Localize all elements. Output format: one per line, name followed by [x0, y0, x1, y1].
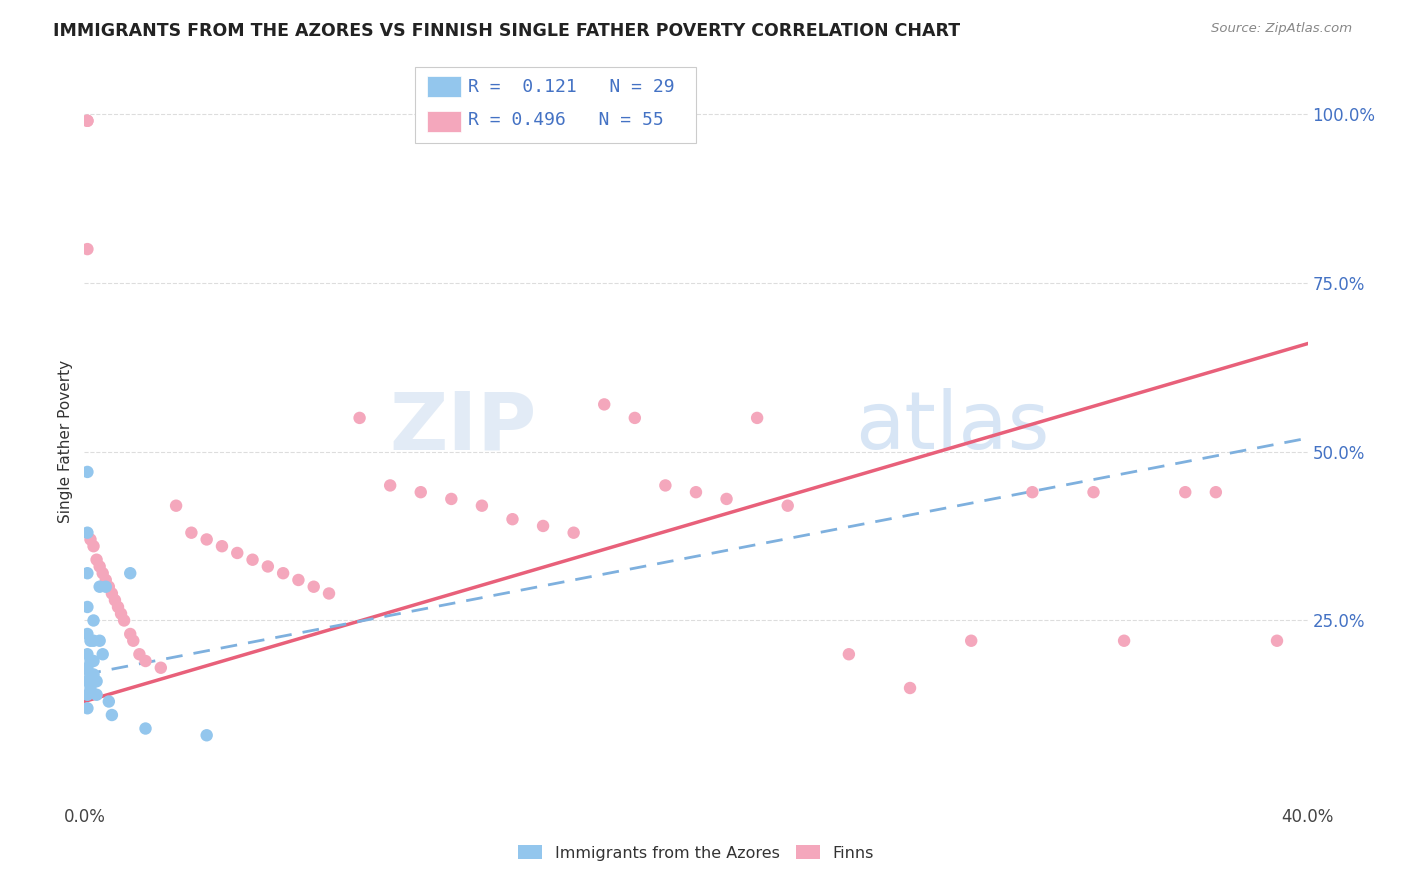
- Point: [287, 573, 309, 587]
- Point: [76, 242, 98, 256]
- Point: [76, 701, 98, 715]
- Point: [302, 580, 325, 594]
- Point: [86, 552, 108, 566]
- Point: [471, 499, 494, 513]
- Point: [1205, 485, 1227, 500]
- Point: [624, 411, 647, 425]
- Point: [94, 580, 117, 594]
- Point: [83, 654, 105, 668]
- Point: [76, 647, 98, 661]
- Point: [502, 512, 524, 526]
- Point: [79, 681, 101, 695]
- Point: [1083, 485, 1105, 500]
- Point: [83, 539, 105, 553]
- Point: [1265, 633, 1288, 648]
- Point: [135, 722, 157, 736]
- Point: [149, 661, 172, 675]
- Point: [120, 566, 142, 581]
- Point: [180, 525, 202, 540]
- Point: [1174, 485, 1197, 500]
- Point: [101, 586, 124, 600]
- Point: [104, 593, 127, 607]
- Point: [562, 525, 585, 540]
- Point: [101, 708, 124, 723]
- Point: [76, 661, 98, 675]
- Point: [76, 674, 98, 689]
- Point: [76, 465, 98, 479]
- Point: [226, 546, 249, 560]
- Point: [195, 533, 218, 547]
- Point: [79, 654, 101, 668]
- Point: [110, 607, 132, 621]
- Point: [83, 667, 105, 681]
- Point: [242, 552, 264, 566]
- Point: [685, 485, 707, 500]
- Point: [271, 566, 294, 581]
- Text: R =  0.121   N = 29: R = 0.121 N = 29: [468, 78, 675, 95]
- Point: [76, 599, 98, 614]
- Point: [89, 580, 111, 594]
- Point: [120, 627, 142, 641]
- Point: [716, 491, 738, 506]
- Point: [257, 559, 280, 574]
- Point: [76, 525, 98, 540]
- Point: [409, 485, 432, 500]
- Point: [97, 694, 120, 708]
- Point: [86, 688, 108, 702]
- Point: [776, 499, 799, 513]
- Point: [89, 559, 111, 574]
- Text: R = 0.496   N = 55: R = 0.496 N = 55: [468, 112, 664, 129]
- Point: [128, 647, 150, 661]
- Point: [76, 113, 98, 128]
- Point: [165, 499, 187, 513]
- Point: [76, 688, 98, 702]
- Text: Source: ZipAtlas.com: Source: ZipAtlas.com: [1212, 22, 1353, 36]
- Point: [960, 633, 983, 648]
- Text: ZIP: ZIP: [389, 388, 537, 467]
- Point: [838, 647, 860, 661]
- Point: [195, 728, 218, 742]
- Point: [83, 614, 105, 628]
- Point: [86, 674, 108, 689]
- Point: [531, 519, 554, 533]
- Point: [440, 491, 463, 506]
- Point: [112, 614, 135, 628]
- Point: [318, 586, 340, 600]
- Point: [91, 566, 114, 581]
- Legend: Immigrants from the Azores, Finns: Immigrants from the Azores, Finns: [512, 838, 880, 867]
- Point: [79, 533, 101, 547]
- Point: [135, 654, 157, 668]
- Point: [94, 573, 117, 587]
- Point: [122, 633, 145, 648]
- Point: [76, 566, 98, 581]
- Point: [1114, 633, 1136, 648]
- Point: [1021, 485, 1043, 500]
- Point: [83, 633, 105, 648]
- Point: [76, 113, 98, 128]
- Point: [76, 627, 98, 641]
- Point: [349, 411, 371, 425]
- Point: [97, 580, 120, 594]
- Point: [79, 667, 101, 681]
- Point: [654, 478, 676, 492]
- Text: IMMIGRANTS FROM THE AZORES VS FINNISH SINGLE FATHER POVERTY CORRELATION CHART: IMMIGRANTS FROM THE AZORES VS FINNISH SI…: [53, 22, 960, 40]
- Point: [91, 647, 114, 661]
- Point: [747, 411, 769, 425]
- Point: [593, 397, 616, 411]
- Point: [107, 599, 129, 614]
- Point: [89, 633, 111, 648]
- Text: atlas: atlas: [855, 388, 1049, 467]
- Point: [380, 478, 402, 492]
- Point: [79, 633, 101, 648]
- Point: [898, 681, 921, 695]
- Y-axis label: Single Father Poverty: Single Father Poverty: [58, 360, 73, 523]
- Point: [211, 539, 233, 553]
